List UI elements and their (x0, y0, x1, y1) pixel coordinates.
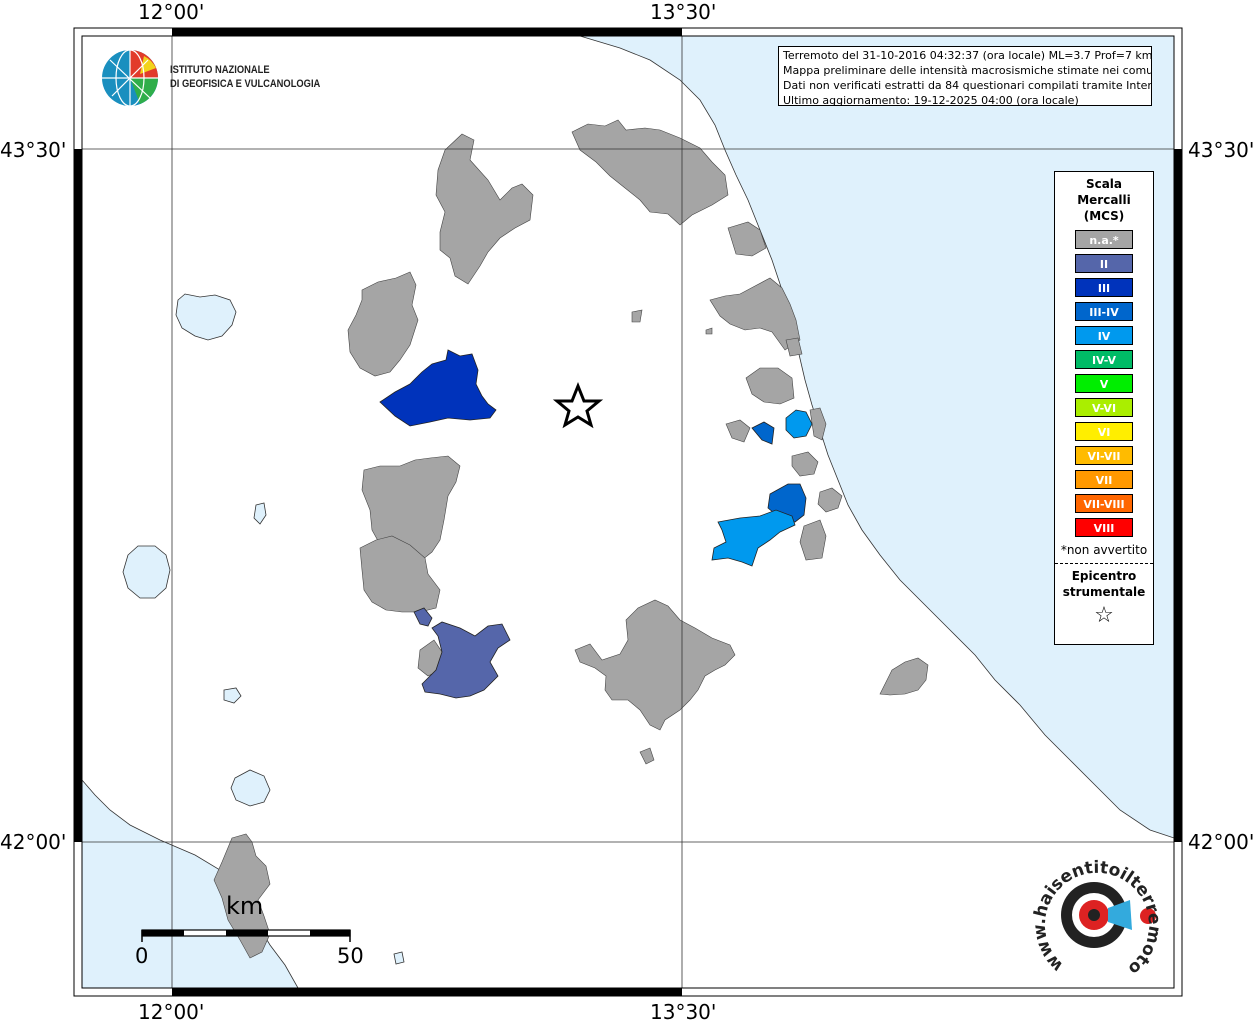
lake-trasimeno (175, 293, 237, 341)
area-grey-small-1 (631, 309, 643, 323)
area-intensity-II (421, 621, 511, 699)
lat-label-left-top: 43°30' (0, 138, 67, 162)
area-intensity-II-small (413, 607, 433, 627)
scale-bar (141, 929, 351, 942)
area-grey-southeast (879, 657, 929, 696)
scale-min-label: 0 (135, 944, 149, 968)
legend-title-line-2: Mercalli (1077, 193, 1131, 207)
lon-label-top-left: 12°00' (138, 0, 205, 24)
legend-epicenter-line-1: Epicentro (1071, 569, 1137, 583)
legend-epicenter-line-2: strumentale (1062, 585, 1146, 599)
legend-title-line-3: (MCS) (1083, 209, 1125, 223)
info-line-3: Dati non verificati estratti da 84 quest… (783, 79, 1152, 92)
institute-line-1: ISTITUTO NAZIONALE (170, 64, 270, 76)
area-grey-coast-8 (809, 407, 827, 441)
lat-label-right-bottom: 42°00' (1188, 830, 1255, 854)
legend-star-icon: ☆ (1094, 603, 1114, 628)
lake-small-2 (223, 687, 242, 704)
website-logo (1061, 882, 1156, 948)
legend-epicenter-label: Epicentro strumentale (1055, 568, 1153, 600)
area-grey-southwest (359, 535, 441, 613)
grid-lines (82, 36, 1174, 988)
lon-label-bottom-right: 13°30' (650, 1000, 717, 1024)
ingv-logo (102, 49, 158, 107)
area-grey-coast-1 (727, 221, 767, 257)
adriatic-sea (579, 35, 1175, 839)
map-frame (73, 27, 1183, 997)
legend-item-7: V-VI (1075, 398, 1133, 417)
lat-label-left-bottom: 42°00' (0, 830, 67, 854)
epicenter-star (552, 381, 604, 429)
lon-label-bottom-left: 12°00' (138, 1000, 205, 1024)
lat-label-right-top: 43°30' (1188, 138, 1255, 162)
mcs-legend: Scala Mercalli (MCS) n.a.* II III III-IV IV I… (1054, 171, 1154, 645)
legend-items: n.a.* II III III-IV IV IV-V V V-VI VI VI-VII VII VI… (1055, 230, 1153, 537)
institute-line-2: DI GEOFISICA E VULCANOLOGIA (170, 78, 321, 90)
legend-item-2: III (1075, 278, 1133, 297)
area-grey-coast-5 (791, 451, 819, 477)
area-grey-coast-4 (725, 419, 751, 443)
lake-bolsena (122, 545, 171, 599)
area-grey-coast-7 (799, 519, 827, 561)
legend-item-8: VI (1075, 422, 1133, 441)
lon-label-top-right: 13°30' (650, 0, 717, 24)
earthquake-info-box: Terremoto del 31-10-2016 04:32:37 (ora l… (778, 46, 1152, 106)
legend-item-4: IV (1075, 326, 1133, 345)
area-grey-west (361, 455, 461, 561)
area-grey-coast-3 (745, 367, 795, 405)
scale-max-label: 50 (337, 944, 364, 968)
area-grey-coast-6 (817, 487, 843, 513)
legend-title: Scala Mercalli (MCS) (1055, 176, 1153, 224)
area-grey-south-small (639, 747, 655, 765)
area-grey-south (574, 599, 736, 731)
lake-small-1 (253, 502, 267, 525)
info-line-2: Mappa preliminare delle intensità macros… (783, 64, 1152, 77)
legend-note: *non avvertito (1060, 543, 1148, 557)
legend-item-0: n.a.* (1075, 230, 1133, 249)
lake-bracciano (230, 769, 271, 807)
area-grey-north (435, 133, 534, 285)
area-grey-northwest (347, 271, 419, 377)
area-intensity-III-IV-1 (751, 421, 775, 445)
area-intensity-IV-2 (711, 509, 796, 567)
area-intensity-IV-1 (785, 409, 813, 439)
area-grey-small-2 (705, 327, 713, 335)
municipalities-not-felt (213, 119, 929, 959)
institute-name: ISTITUTO NAZIONALE DI GEOFISICA E VULCAN… (170, 63, 320, 91)
legend-item-10: VII (1075, 470, 1133, 489)
legend-item-3: III-IV (1075, 302, 1133, 321)
legend-item-12: VIII (1075, 518, 1133, 537)
area-intensity-III (379, 349, 497, 427)
scale-unit-label: km (226, 892, 264, 920)
info-line-1: Terremoto del 31-10-2016 04:32:37 (ora l… (783, 49, 1152, 62)
legend-item-1: II (1075, 254, 1133, 273)
lake-small-3 (393, 951, 405, 965)
legend-title-line-1: Scala (1085, 177, 1123, 191)
area-grey-northeast (571, 119, 729, 226)
info-line-4: Ultimo aggiornamento: 19-12-2025 04:00 (… (783, 94, 1079, 106)
legend-item-5: IV-V (1075, 350, 1133, 369)
legend-separator (1055, 563, 1153, 564)
legend-item-11: VII-VIII (1075, 494, 1133, 513)
legend-item-6: V (1075, 374, 1133, 393)
area-grey-coast-2 (709, 277, 801, 351)
legend-item-9: VI-VII (1075, 446, 1133, 465)
area-grey-coast-9 (785, 337, 803, 357)
